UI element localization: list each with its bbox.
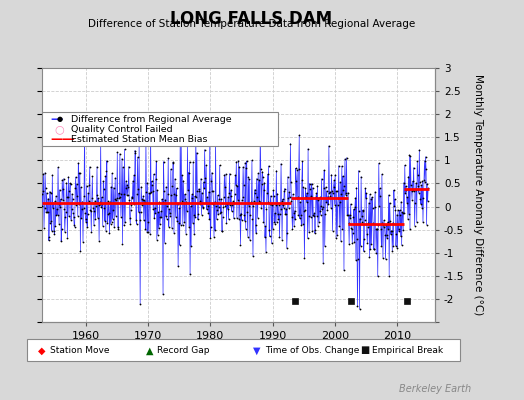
Text: Time of Obs. Change: Time of Obs. Change [265,346,359,355]
Text: Record Gap: Record Gap [157,346,210,355]
Text: —: — [51,113,63,126]
Text: ○: ○ [54,124,64,134]
Text: Difference from Regional Average: Difference from Regional Average [71,115,232,124]
Text: LONG FALLS DAM: LONG FALLS DAM [170,10,333,28]
Text: Berkeley Earth: Berkeley Earth [399,384,472,394]
Text: Estimated Station Mean Bias: Estimated Station Mean Bias [71,135,207,144]
Text: Empirical Break: Empirical Break [372,346,443,355]
Text: ●: ● [57,116,63,122]
Text: ■: ■ [361,345,370,355]
Y-axis label: Monthly Temperature Anomaly Difference (°C): Monthly Temperature Anomaly Difference (… [473,74,483,316]
Text: ▲: ▲ [146,345,153,355]
Text: ◆: ◆ [38,345,46,355]
Text: Quality Control Failed: Quality Control Failed [71,125,172,134]
Text: Station Move: Station Move [50,346,110,355]
Text: ——: —— [51,133,75,146]
Text: ▼: ▼ [253,345,260,355]
Text: Difference of Station Temperature Data from Regional Average: Difference of Station Temperature Data f… [88,19,415,29]
